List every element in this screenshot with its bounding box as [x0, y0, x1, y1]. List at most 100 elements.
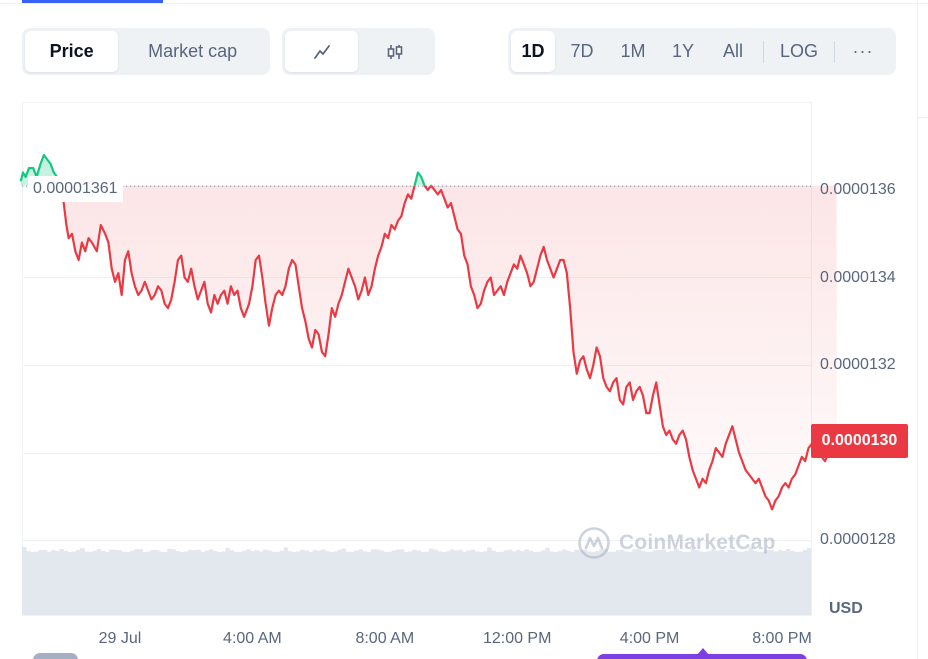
- volume-bar: [63, 550, 69, 615]
- volume-bar: [283, 547, 289, 615]
- volume-bar: [732, 549, 737, 615]
- volume-bar: [387, 551, 392, 615]
- range-1d-button[interactable]: 1D: [511, 31, 555, 72]
- volume-bar: [237, 551, 243, 615]
- volume-bar: [570, 551, 575, 615]
- volume-bar: [433, 549, 438, 615]
- volume-bar: [42, 550, 48, 615]
- volume-bar: [624, 551, 629, 615]
- y-tick-label: 0.0000136: [820, 181, 896, 198]
- volume-bar: [757, 551, 762, 615]
- volume-bar: [213, 551, 218, 615]
- tab-market-cap[interactable]: Market cap: [148, 41, 238, 61]
- volume-bar: [727, 550, 733, 615]
- log-scale-button[interactable]: LOG: [779, 41, 818, 61]
- volume-bar: [682, 551, 687, 615]
- volume-bar: [316, 550, 322, 615]
- volume-bar: [30, 551, 35, 615]
- volume-bar: [150, 549, 156, 615]
- volume-bar: [134, 549, 139, 615]
- range-all-button[interactable]: All: [722, 41, 743, 61]
- volume-bar: [603, 548, 608, 615]
- volume-bar: [474, 551, 480, 615]
- volume-bar: [200, 551, 206, 615]
- volume-bar: [698, 551, 704, 615]
- bottom-right-banner[interactable]: [597, 654, 807, 659]
- volume-bar: [790, 550, 795, 615]
- volume-bar: [217, 551, 222, 615]
- volume-bar: [781, 550, 787, 615]
- y-tick-label: 0.0000128: [820, 531, 896, 548]
- volume-bar: [615, 550, 621, 615]
- range-7d-button[interactable]: 7D: [570, 41, 594, 61]
- metric-toggle: Price Market cap: [22, 28, 270, 75]
- x-tick-label: 29 Jul: [98, 630, 142, 647]
- volume-bar: [26, 550, 31, 615]
- volume-bar: [175, 551, 181, 615]
- volume-bar: [644, 551, 650, 615]
- volume-bar: [258, 551, 264, 615]
- more-options-button[interactable]: ···: [852, 41, 874, 61]
- volume-bar: [574, 549, 579, 615]
- volume-bar: [408, 551, 413, 615]
- candlestick-button[interactable]: [358, 31, 431, 72]
- volume-bar: [590, 551, 596, 615]
- range-1y-button[interactable]: 1Y: [671, 41, 695, 61]
- volume-bar: [582, 549, 588, 615]
- volume-bar: [761, 551, 766, 615]
- price-line: [19, 153, 838, 511]
- volume-bar: [333, 551, 338, 615]
- volume-bar: [561, 549, 567, 615]
- open-price-label: 0.00001361: [28, 176, 123, 202]
- volume-bar: [271, 551, 276, 615]
- volume-bar: [312, 549, 318, 615]
- bottom-left-control[interactable]: [33, 653, 78, 659]
- volume-bar: [769, 549, 775, 615]
- volume-bar: [657, 549, 662, 615]
- volume-bar: [221, 551, 226, 615]
- volume-bar: [304, 550, 309, 615]
- volume-bar: [374, 549, 380, 615]
- volume-bar: [366, 552, 372, 615]
- volume-bar: [628, 551, 633, 615]
- volume-bar: [744, 550, 750, 615]
- tab-price[interactable]: Price: [25, 31, 119, 72]
- volume-bar: [703, 551, 708, 615]
- volume-bar: [482, 551, 488, 615]
- volume-bar: [129, 550, 135, 615]
- price-area: [20, 155, 837, 510]
- volume-bar: [75, 549, 81, 615]
- volume-bar: [487, 547, 492, 615]
- x-tick-label: 4:00 PM: [619, 630, 680, 647]
- volume-bar: [250, 551, 255, 615]
- volume-bar: [441, 552, 446, 615]
- volume-bar: [59, 549, 64, 615]
- coinmarketcap-logo-icon: [578, 527, 610, 559]
- volume-bar: [453, 550, 459, 615]
- volume-bar: [686, 551, 691, 615]
- volume-bar: [121, 551, 127, 615]
- volume-bar: [524, 549, 530, 615]
- volume-bar: [665, 551, 671, 615]
- volume-bar: [125, 551, 131, 615]
- y-tick-label: 0.0000132: [820, 356, 896, 373]
- volume-bar: [246, 549, 251, 615]
- volume-bar: [370, 549, 376, 615]
- volume-bar: [341, 548, 347, 615]
- volume-bar: [478, 552, 484, 615]
- volume-bar: [794, 551, 799, 615]
- x-tick-label: 12:00 PM: [482, 630, 552, 647]
- volume-bar: [22, 547, 27, 615]
- volume-bar: [565, 550, 571, 615]
- range-1m-button[interactable]: 1M: [620, 41, 646, 61]
- volume-bar: [192, 550, 197, 615]
- volume-bar: [171, 549, 177, 615]
- candlestick-icon: [387, 44, 402, 59]
- x-tick-label: 4:00 AM: [223, 630, 282, 647]
- line-chart-button[interactable]: [285, 31, 358, 72]
- volume-bar: [765, 550, 770, 615]
- volume-bar: [105, 551, 110, 615]
- y-tick-label: 0.0000134: [820, 268, 896, 286]
- volume-bar: [233, 551, 239, 615]
